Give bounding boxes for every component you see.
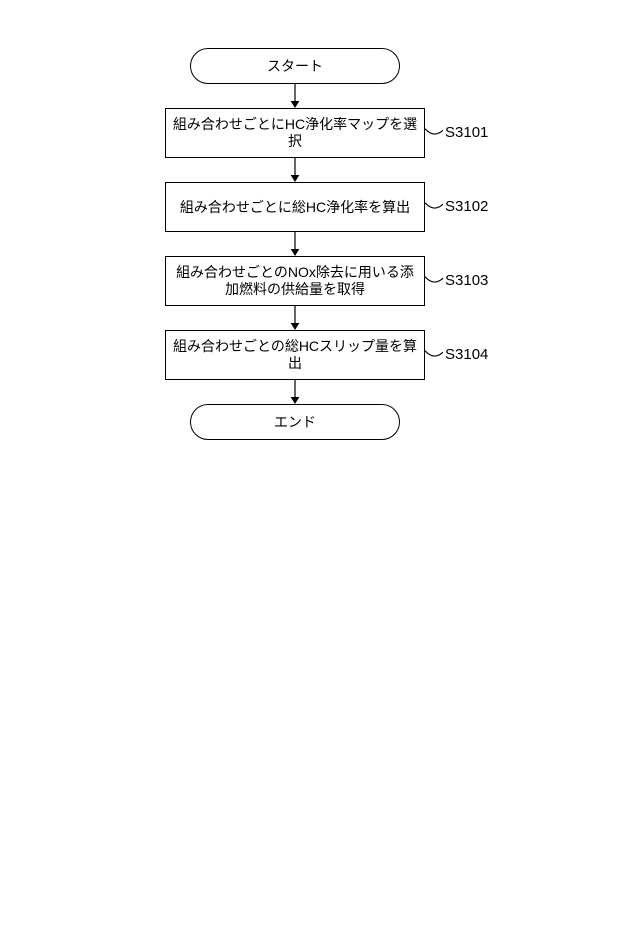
step-label-s3103-text: S3103 xyxy=(445,272,488,289)
process-s3104-text: 組み合わせごとの総HCスリップ量を算出 xyxy=(170,338,420,372)
step-label-s3101: S3101 xyxy=(445,124,488,141)
step-label-s4-text: S3104 xyxy=(445,346,488,363)
terminator-end-label: エンド xyxy=(274,414,316,431)
connector-s3-s4 xyxy=(288,306,302,330)
step-label-s3103: S3103 xyxy=(445,272,488,289)
step-label-s3102: S3102 xyxy=(445,198,488,215)
process-s3103: 組み合わせごとのNOx除去に用いる添加燃料の供給量を取得 xyxy=(165,256,425,306)
connector-start-s1 xyxy=(288,84,302,108)
connector-s1-s2 xyxy=(288,158,302,182)
label-tick-s3101 xyxy=(425,126,443,140)
process-s3101: 組み合わせごとにHC浄化率マップを選択 xyxy=(165,108,425,158)
label-tick-s3103 xyxy=(425,274,443,288)
connector-s2-s3 xyxy=(288,232,302,256)
label-tick-s3102 xyxy=(425,200,443,214)
label-tick-s3104 xyxy=(425,348,443,362)
step-label-s3102-text: S3102 xyxy=(445,198,488,215)
process-s3102: 組み合わせごとに総HC浄化率を算出 xyxy=(165,182,425,232)
terminator-end: エンド xyxy=(190,404,400,440)
terminator-start: スタート xyxy=(190,48,400,84)
step-label-s3104: S3104 xyxy=(445,346,488,363)
process-s3102-text: 組み合わせごとに総HC浄化率を算出 xyxy=(180,199,410,216)
process-s3103-text: 組み合わせごとのNOx除去に用いる添加燃料の供給量を取得 xyxy=(170,264,420,298)
step-label-s3101-text: S3101 xyxy=(445,124,488,141)
process-s3101-text: 組み合わせごとにHC浄化率マップを選択 xyxy=(170,116,420,150)
flowchart-canvas: スタート 組み合わせごとにHC浄化率マップを選択 S3101 組み合わせごとに総… xyxy=(0,0,640,949)
connector-s4-end xyxy=(288,380,302,404)
terminator-start-label: スタート xyxy=(267,58,323,75)
process-s3104: 組み合わせごとの総HCスリップ量を算出 xyxy=(165,330,425,380)
